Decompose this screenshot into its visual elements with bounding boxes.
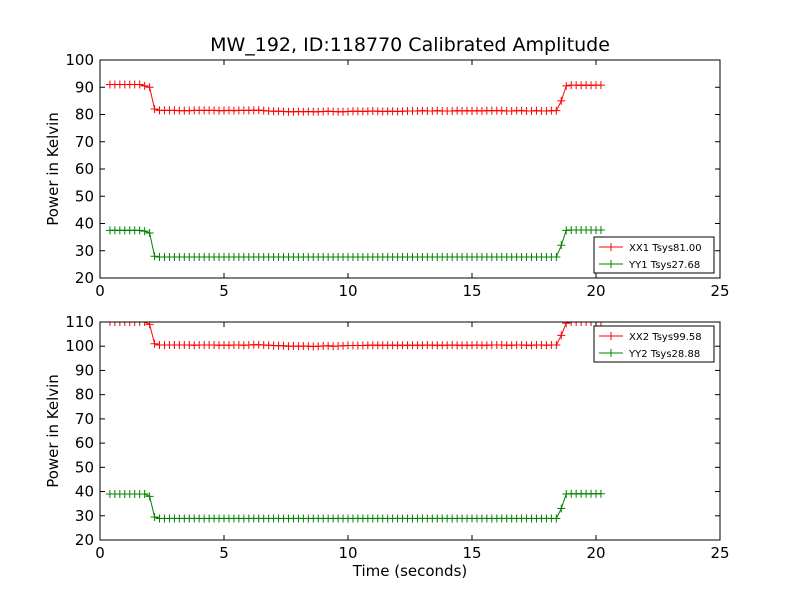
legend-box xyxy=(593,325,715,363)
bottom-series-line xyxy=(109,493,601,519)
x-tick-label: 10 xyxy=(338,544,357,562)
top-series-line xyxy=(109,84,601,113)
data-point xyxy=(562,81,571,90)
data-point xyxy=(552,106,561,115)
data-point xyxy=(115,322,124,326)
data-point xyxy=(562,322,571,328)
x-tick-label: 5 xyxy=(219,544,229,562)
data-point xyxy=(557,331,566,340)
bottom-series-line xyxy=(109,322,601,348)
y-tick-label: 90 xyxy=(75,78,94,96)
y-tick-label: 60 xyxy=(75,434,94,452)
x-tick-label: 0 xyxy=(95,282,105,300)
y-tick-label: 60 xyxy=(75,160,94,178)
top-series-2 xyxy=(105,226,605,262)
bottom-plot-frame xyxy=(99,321,721,541)
y-tick-label: 50 xyxy=(75,458,94,476)
y-tick-label: 70 xyxy=(75,410,94,428)
data-point xyxy=(254,106,263,115)
data-point xyxy=(552,341,561,350)
data-point xyxy=(557,241,566,250)
x-axis-label: Time (seconds) xyxy=(352,562,468,580)
y-tick-label: 20 xyxy=(75,269,94,287)
x-tick-label: 15 xyxy=(462,282,481,300)
data-point xyxy=(130,322,139,326)
data-point xyxy=(145,492,154,501)
legend-label: XX1 Tsys81.00 xyxy=(629,243,702,254)
x-tick-label: 5 xyxy=(219,282,229,300)
y-tick-label: 30 xyxy=(75,507,94,525)
data-point xyxy=(140,227,149,236)
y-tick-label: 20 xyxy=(75,531,94,549)
bottom-panel: 0 5 10 15 20 25 20 30 40 50 60 70 80 90 100 110 XX2 Tsys… xyxy=(65,313,729,562)
data-point xyxy=(150,339,159,348)
data-point xyxy=(552,514,561,523)
chart-title: MW_192, ID:118770 Calibrated Amplitude xyxy=(210,34,610,56)
data-point xyxy=(135,80,144,89)
legend-marker xyxy=(607,243,615,251)
y-tick-label: 80 xyxy=(75,386,94,404)
data-point xyxy=(567,322,576,326)
data-point xyxy=(557,504,566,513)
data-point xyxy=(140,81,149,90)
legend-label: YY1 Tsys27.68 xyxy=(628,260,700,271)
x-tick-label: 20 xyxy=(586,544,605,562)
y-tick-label: 100 xyxy=(65,51,94,69)
bottom-series-1 xyxy=(105,322,605,351)
y-tick-label: 80 xyxy=(75,106,94,124)
data-point xyxy=(552,253,561,262)
bottom-series-2 xyxy=(105,489,605,523)
y-tick-label: 30 xyxy=(75,242,94,260)
data-point xyxy=(596,322,605,326)
data-point xyxy=(145,229,154,238)
data-point xyxy=(150,252,159,261)
data-point xyxy=(145,83,154,92)
data-point xyxy=(150,105,159,114)
y-tick-label: 40 xyxy=(75,215,94,233)
data-point xyxy=(572,322,581,326)
data-point xyxy=(140,489,149,498)
y-tick-label: 70 xyxy=(75,133,94,151)
data-point xyxy=(596,81,605,90)
data-point xyxy=(596,226,605,235)
x-tick-label: 10 xyxy=(338,282,357,300)
y-tick-label: 110 xyxy=(65,313,94,331)
top-series-1 xyxy=(105,80,605,116)
legend-label: YY2 Tsys28.88 xyxy=(628,349,700,360)
x-tick-label: 0 xyxy=(95,544,105,562)
bottom-legend: XX2 Tsys99.58 YY2 Tsys28.88 xyxy=(593,325,715,363)
legend-box xyxy=(593,236,715,274)
data-point xyxy=(140,322,149,326)
data-point xyxy=(120,322,129,326)
data-point xyxy=(557,96,566,105)
top-panel: 0 5 10 15 20 25 20 30 40 50 60 70 80 90 100 XX1 Tsys81.… xyxy=(65,51,729,300)
data-point xyxy=(125,322,134,326)
x-tick-label: 25 xyxy=(710,282,729,300)
legend-label: XX2 Tsys99.58 xyxy=(629,332,702,343)
y-tick-label: 50 xyxy=(75,187,94,205)
x-tick-label: 15 xyxy=(462,544,481,562)
data-point xyxy=(582,322,591,326)
y-tick-label: 100 xyxy=(65,337,94,355)
x-tick-label: 20 xyxy=(586,282,605,300)
legend-marker xyxy=(607,260,615,268)
data-point xyxy=(596,489,605,498)
y-tick-label: 40 xyxy=(75,483,94,501)
legend-marker xyxy=(607,332,615,340)
data-point xyxy=(135,322,144,326)
data-point xyxy=(105,322,114,326)
data-point xyxy=(110,322,119,326)
data-point xyxy=(587,322,596,326)
legend-marker xyxy=(607,349,615,357)
data-point xyxy=(135,226,144,235)
data-point xyxy=(577,322,586,326)
data-point xyxy=(145,322,154,329)
x-tick-label: 25 xyxy=(710,544,729,562)
data-point xyxy=(150,512,159,521)
top-legend: XX1 Tsys81.00 YY1 Tsys27.68 xyxy=(593,236,715,274)
top-series-line xyxy=(109,229,601,258)
y-tick-label: 90 xyxy=(75,361,94,379)
